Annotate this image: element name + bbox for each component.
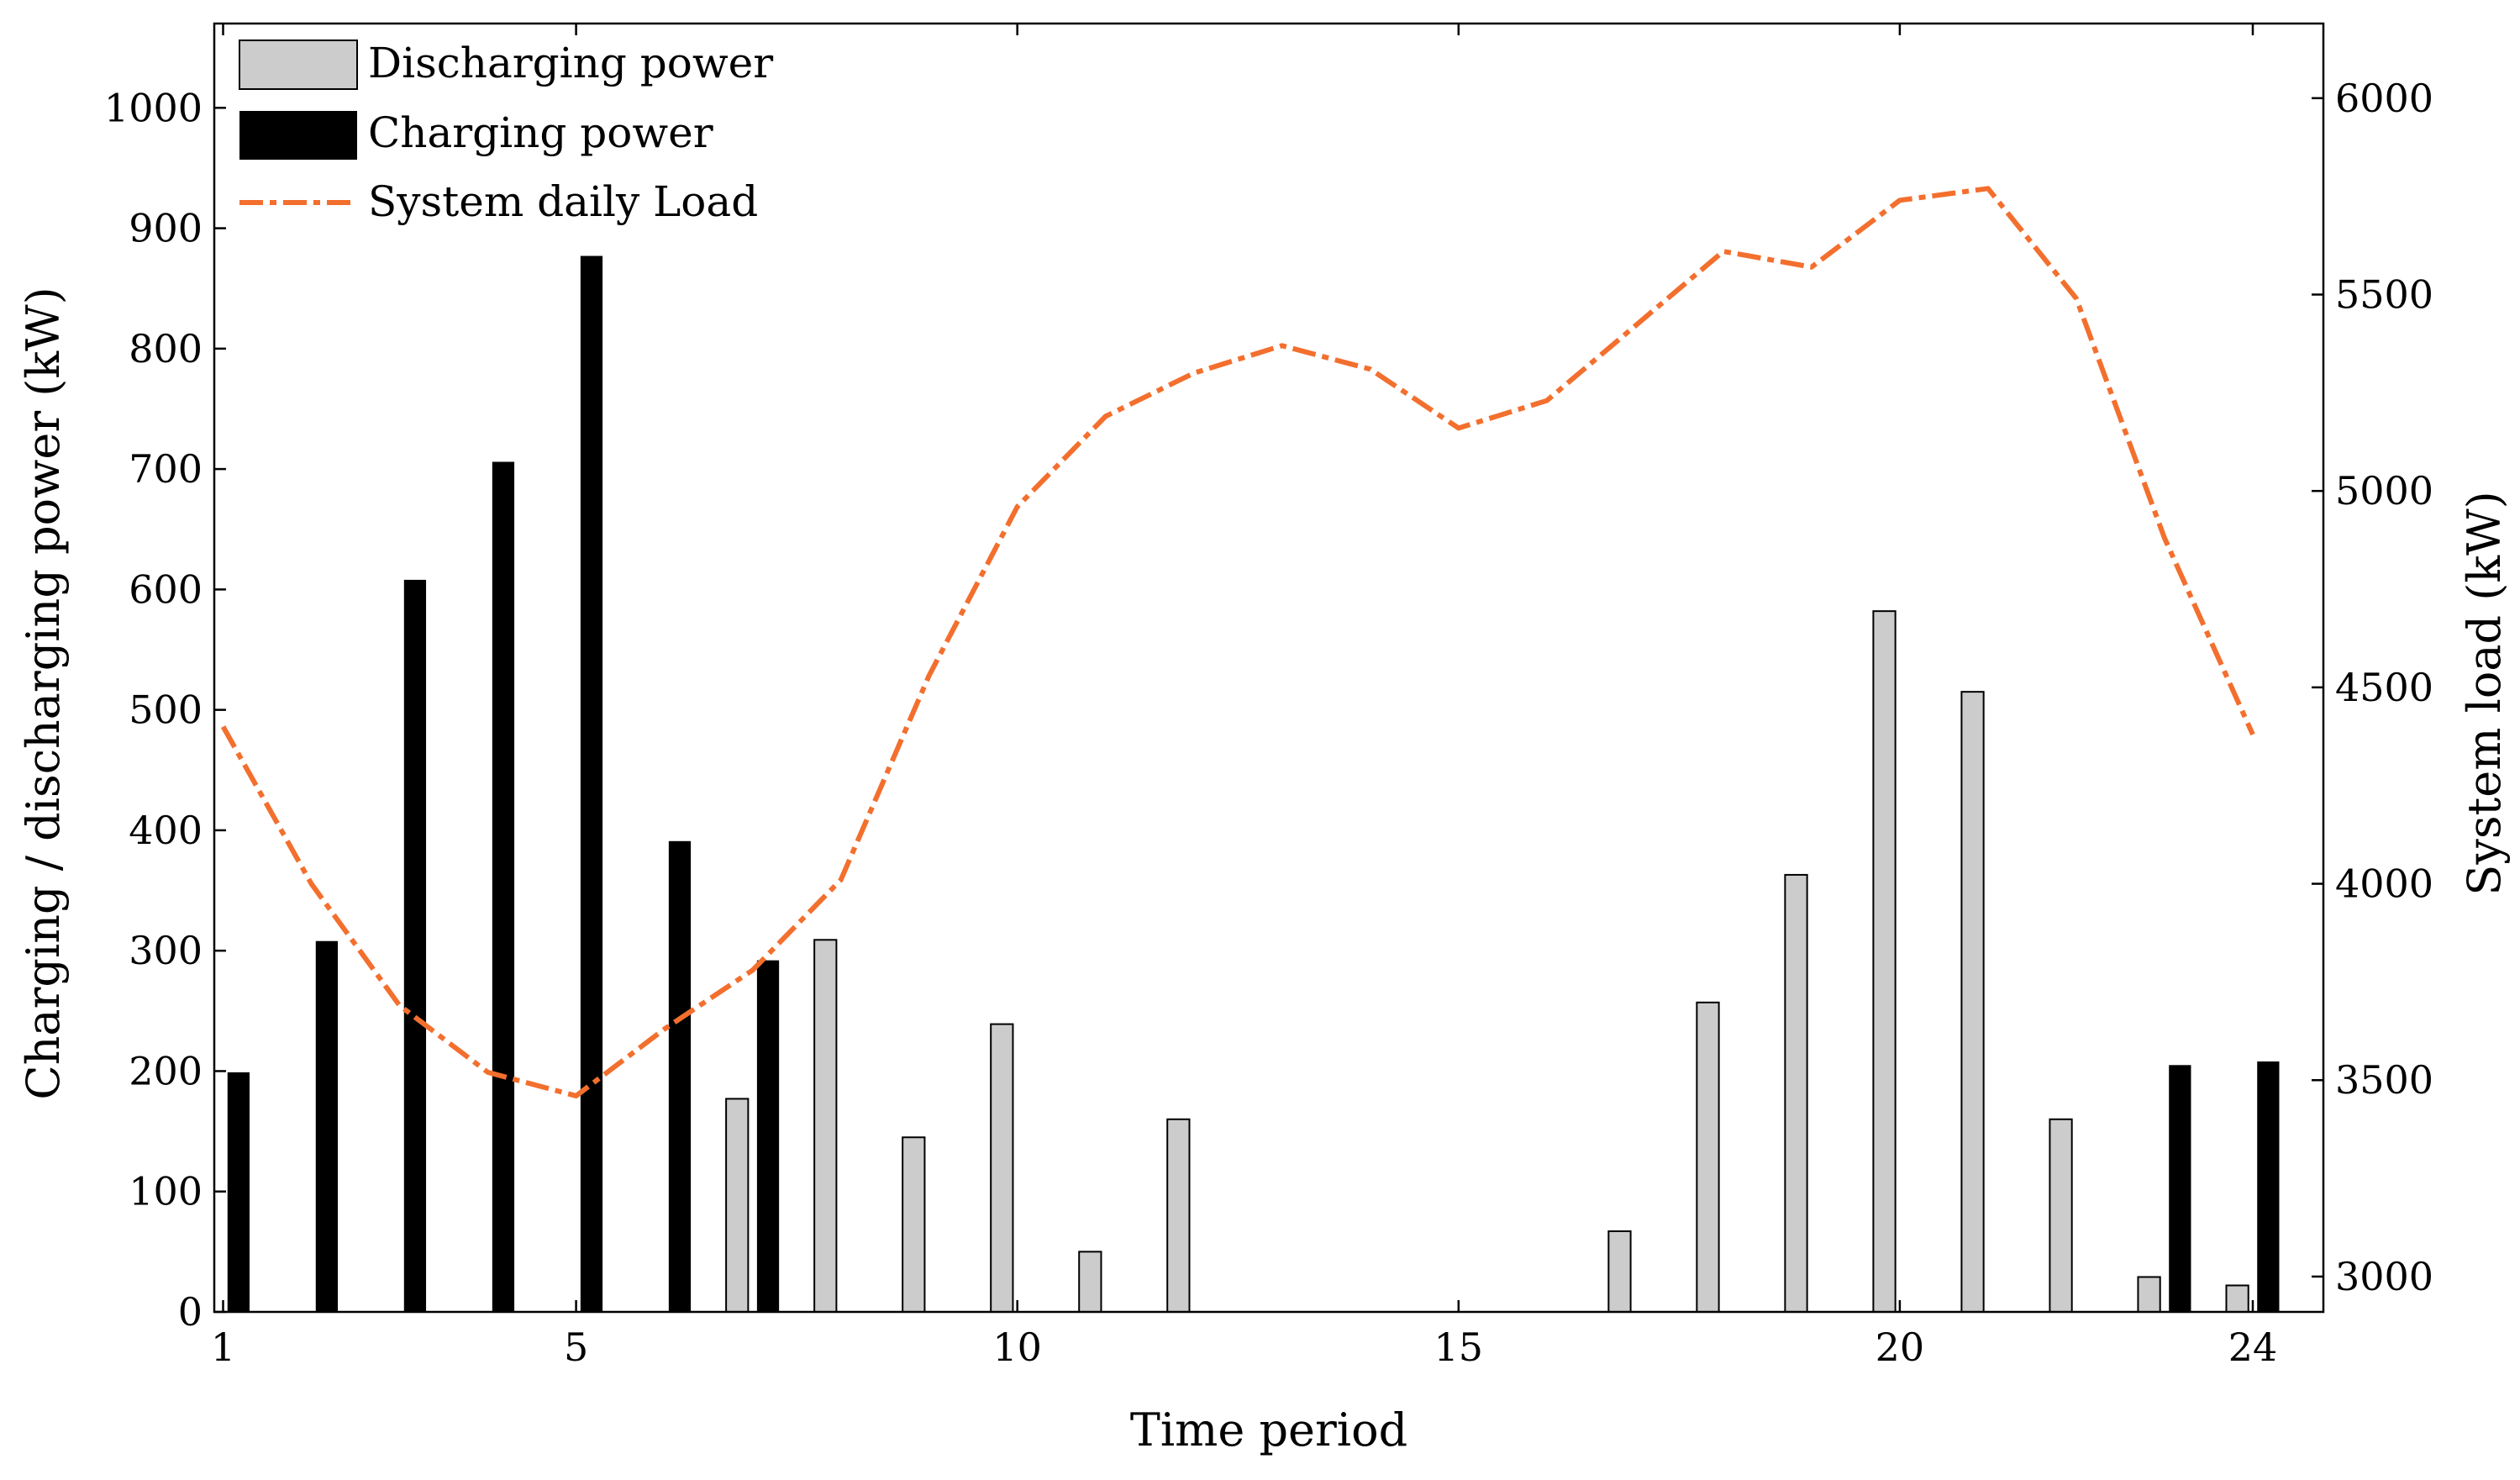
x-tick-label-5: 5	[564, 1325, 588, 1370]
x-tick-label-20: 20	[1876, 1325, 1925, 1370]
legend-label-discharging: Discharging power	[368, 39, 773, 87]
legend-label-charging: Charging power	[368, 108, 713, 157]
y-axis-right-title: System load (kW)	[2458, 491, 2511, 895]
legend-label-load: System daily Load	[368, 177, 758, 226]
y-right-tick-label-6000: 6000	[2335, 76, 2433, 121]
line-system-load	[220, 186, 2255, 1098]
y-left-tick-label-200: 200	[129, 1048, 203, 1093]
legend-swatch-charging	[239, 111, 357, 160]
bar-discharging-7	[725, 1098, 750, 1313]
bar-charging-1	[227, 1072, 250, 1312]
bar-discharging-24	[2225, 1284, 2249, 1313]
x-axis-title: Time period	[1130, 1404, 1407, 1456]
y-right-tick-label-3500: 3500	[2335, 1057, 2433, 1103]
y-right-tick-label-5000: 5000	[2335, 468, 2433, 514]
y-left-tick-label-0: 0	[178, 1289, 203, 1335]
x-tick-label-15: 15	[1434, 1325, 1484, 1370]
y-left-tick-label-500: 500	[129, 687, 203, 733]
y-axis-left-title: Charging / discharging power (kW)	[17, 287, 70, 1099]
bar-charging-7	[756, 960, 780, 1312]
y-left-tick-label-700: 700	[129, 446, 203, 492]
y-left-tick-label-300: 300	[129, 928, 203, 973]
bars-layer	[227, 255, 2280, 1314]
bar-charging-4	[492, 461, 515, 1312]
y-left-tick-label-600: 600	[129, 566, 203, 612]
bar-discharging-10	[990, 1023, 1014, 1314]
bar-discharging-17	[1607, 1230, 1632, 1314]
y-left-tick-label-800: 800	[129, 326, 203, 371]
bar-discharging-9	[902, 1136, 926, 1313]
load-line-layer	[220, 186, 2255, 1098]
legend: Discharging power Charging power System …	[239, 39, 773, 226]
y-left-tick-label-1000: 1000	[104, 85, 203, 130]
bar-discharging-22	[2049, 1118, 2073, 1313]
tick-labels-layer: 1 5 10 15 20 24010020030040050060070080090010…	[104, 76, 2433, 1370]
plot-frame	[213, 22, 2325, 1314]
x-tick-label-24: 24	[2228, 1325, 2278, 1370]
bar-discharging-20	[1872, 610, 1897, 1313]
bar-charging-3	[403, 579, 427, 1312]
y-right-tick-label-3000: 3000	[2335, 1254, 2433, 1299]
bar-discharging-23	[2137, 1276, 2161, 1314]
bar-discharging-18	[1696, 1001, 1720, 1313]
bar-charging-24	[2257, 1061, 2280, 1312]
bar-charging-2	[315, 940, 339, 1312]
bar-charging-6	[668, 840, 692, 1312]
x-tick-label-1: 1	[211, 1325, 235, 1370]
legend-swatch-discharging	[239, 40, 358, 90]
bar-discharging-21	[1960, 691, 1985, 1313]
y-left-tick-label-900: 900	[129, 206, 203, 251]
bar-discharging-8	[813, 939, 838, 1313]
y-left-tick-label-400: 400	[129, 808, 203, 853]
y-right-tick-label-4000: 4000	[2335, 861, 2433, 907]
bar-discharging-12	[1166, 1118, 1191, 1313]
bar-charging-23	[2169, 1065, 2191, 1312]
y-right-tick-label-4500: 4500	[2335, 665, 2433, 710]
y-right-tick-label-5500: 5500	[2335, 271, 2433, 317]
x-tick-label-10: 10	[992, 1325, 1042, 1370]
ticks-layer	[214, 24, 2323, 1314]
bar-charging-5	[580, 255, 603, 1313]
bar-discharging-19	[1784, 873, 1808, 1313]
y-left-tick-label-100: 100	[129, 1169, 203, 1214]
bar-discharging-11	[1078, 1251, 1102, 1314]
